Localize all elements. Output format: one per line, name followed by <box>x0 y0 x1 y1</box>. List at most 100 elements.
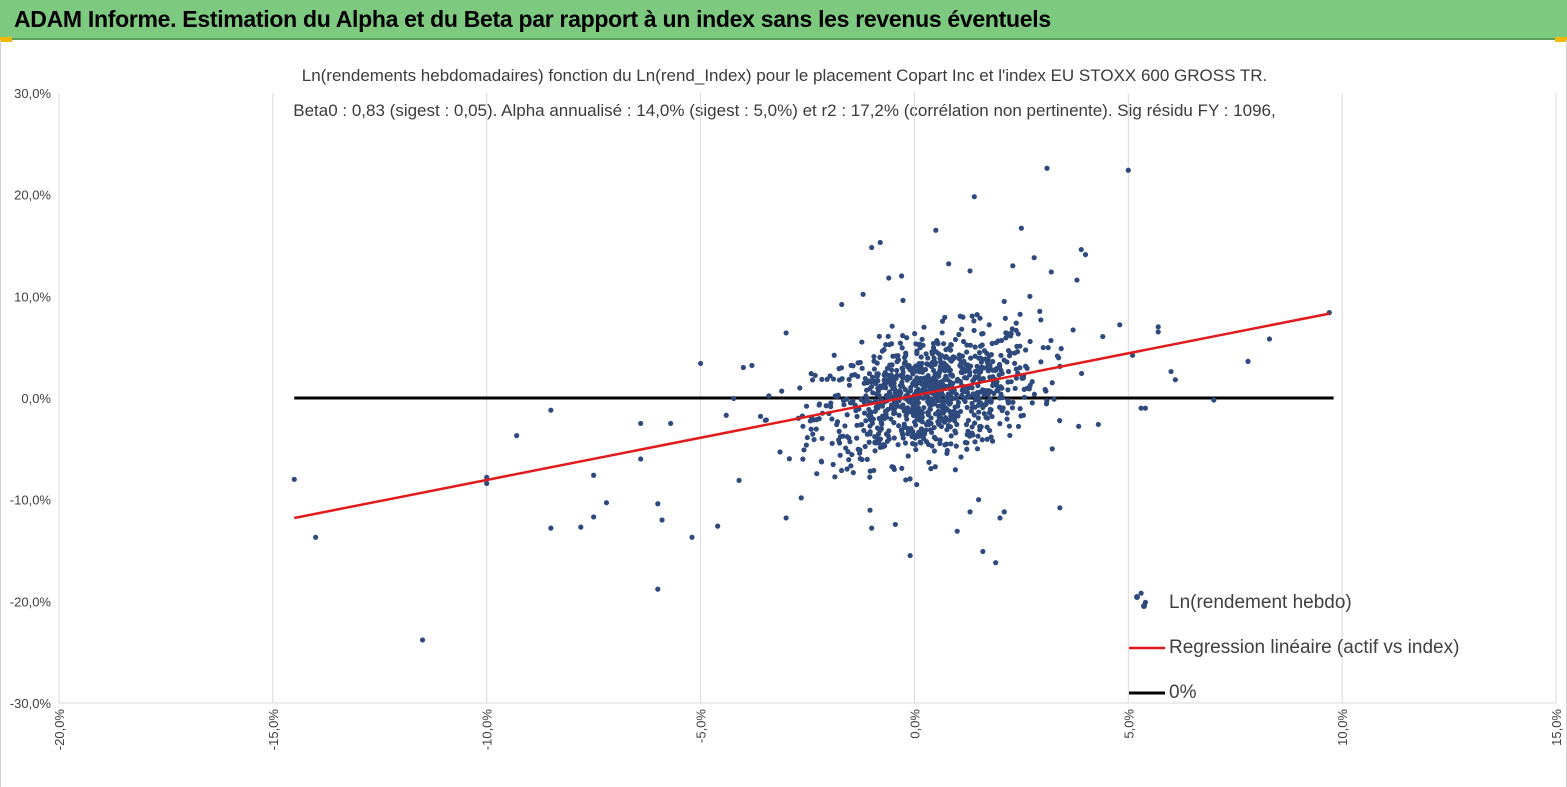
data-point <box>869 374 876 380</box>
data-point <box>943 353 949 360</box>
data-point <box>883 342 889 348</box>
data-point <box>1245 358 1251 364</box>
data-point <box>937 367 943 373</box>
data-point <box>1012 385 1018 392</box>
data-point <box>1266 336 1273 342</box>
x-tick-label: 0,0% <box>907 709 922 739</box>
data-point <box>863 418 869 424</box>
data-point <box>910 371 916 377</box>
data-point <box>1013 320 1019 326</box>
data-point <box>1003 330 1009 336</box>
data-point <box>894 359 900 365</box>
data-point <box>879 421 885 427</box>
data-point <box>803 403 810 409</box>
data-point <box>818 458 824 464</box>
data-point <box>824 376 830 382</box>
data-point <box>883 380 889 386</box>
data-point <box>1095 421 1101 428</box>
data-point <box>925 410 931 416</box>
data-point <box>930 345 937 351</box>
data-point <box>900 402 906 408</box>
data-point <box>908 384 914 391</box>
report-title: ADAM Informe. Estimation du Alpha et du … <box>14 6 1051 32</box>
data-point <box>915 400 922 406</box>
data-point <box>910 403 916 410</box>
data-point <box>860 291 866 297</box>
data-point <box>842 423 848 429</box>
data-point <box>907 408 914 415</box>
data-point <box>964 362 971 368</box>
legend-item-regression: Regression linéaire (actif vs index) <box>1129 635 1459 661</box>
data-point <box>944 450 950 457</box>
data-point <box>1017 311 1023 317</box>
data-point <box>872 434 878 440</box>
data-point <box>900 375 906 381</box>
data-point <box>984 350 990 357</box>
data-point <box>988 434 994 440</box>
data-point <box>890 353 896 359</box>
data-point <box>1044 165 1050 171</box>
data-point <box>984 424 990 430</box>
data-point <box>959 392 965 399</box>
data-point <box>862 443 868 450</box>
data-point <box>996 372 1002 378</box>
data-point <box>939 318 946 324</box>
data-point <box>603 500 610 506</box>
data-point <box>757 413 764 419</box>
data-point <box>969 424 975 430</box>
data-point <box>983 401 989 407</box>
data-point <box>913 341 919 347</box>
data-point <box>1040 344 1046 351</box>
data-point <box>867 411 873 417</box>
data-point <box>897 340 903 346</box>
data-point <box>1172 377 1178 383</box>
data-point <box>844 434 850 440</box>
data-point <box>808 426 814 432</box>
data-point <box>1024 365 1030 371</box>
data-point <box>891 420 897 426</box>
data-point <box>689 534 695 540</box>
data-point <box>990 358 996 365</box>
data-point <box>1005 348 1012 354</box>
data-point <box>873 380 879 387</box>
data-point <box>871 366 878 372</box>
data-point <box>952 336 959 343</box>
data-point <box>835 437 842 443</box>
data-point <box>1004 410 1010 416</box>
data-point <box>859 365 865 371</box>
data-point <box>731 395 737 402</box>
data-point <box>797 385 803 391</box>
data-point <box>1038 317 1044 323</box>
data-point <box>931 424 937 431</box>
data-point <box>850 470 856 476</box>
data-point <box>861 380 867 386</box>
data-point <box>801 447 807 453</box>
data-point <box>923 351 929 357</box>
data-point <box>944 376 951 383</box>
data-point <box>866 371 873 377</box>
data-point <box>786 456 793 462</box>
data-point <box>548 407 554 413</box>
data-point <box>1031 255 1037 261</box>
data-point <box>836 366 842 372</box>
data-point <box>1049 446 1055 452</box>
data-point <box>810 431 816 437</box>
data-point <box>975 433 981 439</box>
data-point <box>946 345 952 351</box>
data-point <box>861 399 867 405</box>
data-point <box>876 333 882 339</box>
data-point <box>967 509 973 515</box>
data-point <box>1029 400 1035 406</box>
data-point <box>926 459 932 465</box>
data-point <box>912 378 918 384</box>
data-point <box>905 453 911 459</box>
data-point <box>836 377 843 383</box>
data-point <box>972 420 978 426</box>
data-point <box>837 452 843 458</box>
y-tick-label: 20,0% <box>14 188 51 203</box>
data-point <box>832 474 838 480</box>
data-point <box>897 388 903 394</box>
data-point <box>812 372 818 379</box>
data-point <box>1020 375 1026 381</box>
data-point <box>886 436 892 442</box>
